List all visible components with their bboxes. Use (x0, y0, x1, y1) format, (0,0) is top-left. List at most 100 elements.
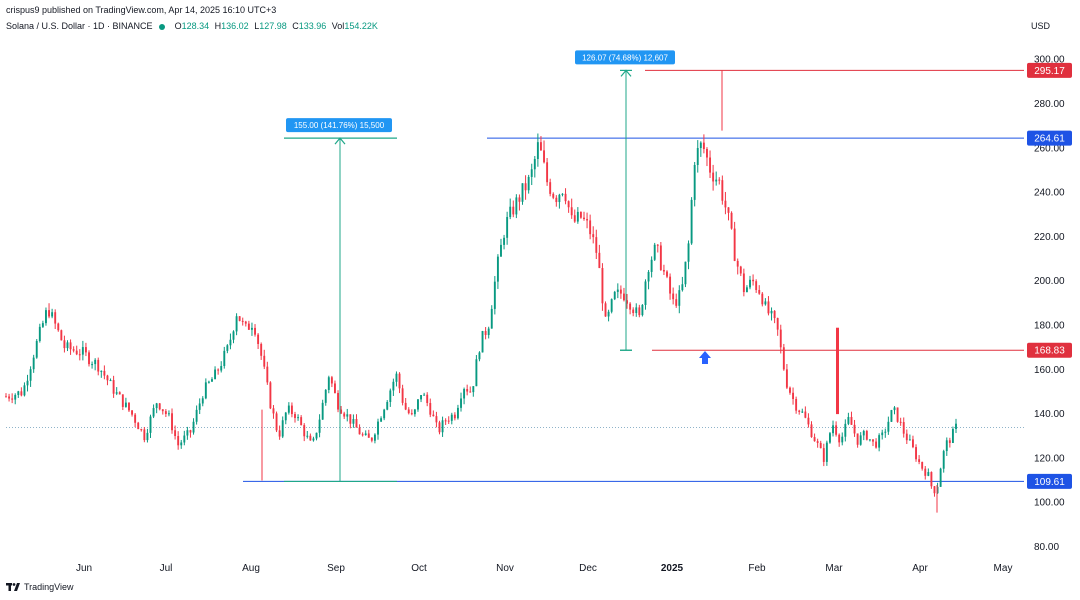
candle-body (413, 409, 416, 415)
candle-body (367, 433, 370, 438)
volume-label: Vol (331, 21, 345, 31)
candle-body (656, 244, 659, 246)
market-status-dot-icon (159, 23, 166, 30)
x-tick-label: Apr (912, 563, 928, 574)
candle-body (543, 150, 545, 163)
candle-body (327, 377, 330, 390)
candle-body (140, 429, 143, 431)
candle-body (481, 331, 484, 353)
candle-body (945, 440, 948, 452)
candle-body (158, 403, 161, 410)
candle-body (773, 310, 776, 319)
candle-body (247, 323, 250, 330)
candle-body (512, 206, 515, 215)
candle-body (269, 382, 272, 409)
candle-body (171, 413, 173, 431)
candle-body (118, 392, 121, 395)
currency-label[interactable]: USD (1030, 21, 1050, 31)
candle-body (438, 422, 441, 433)
candle-body (561, 193, 564, 195)
candle-body (78, 354, 81, 356)
price-label: 295.17 (1034, 66, 1065, 77)
candle-body (832, 425, 834, 434)
candle-body (678, 290, 681, 306)
candle-body (484, 331, 487, 336)
candle-body (60, 330, 63, 341)
candle-body (742, 273, 745, 293)
candle-body (294, 414, 296, 418)
candle-body (592, 234, 595, 238)
candle-body (779, 329, 782, 348)
candle-body (180, 442, 183, 446)
measure-dec-label: 126.07 (74.68%) 12,607 (582, 53, 668, 62)
candle-body (463, 389, 466, 399)
candle-body (623, 293, 625, 301)
candle-body (893, 407, 896, 411)
y-tick-label: 80.00 (1034, 542, 1059, 553)
candle-body (131, 410, 134, 415)
candle-body (496, 256, 499, 282)
candle-body (927, 472, 930, 476)
candle-body (536, 142, 539, 160)
candle-body (776, 318, 779, 330)
candle-body (626, 300, 628, 304)
candle-body (51, 312, 54, 317)
candle-body (549, 182, 552, 194)
candle-body (868, 439, 871, 441)
candle-body (48, 310, 50, 317)
symbol-legend: Solana / U.S. Dollar · 1D · BINANCE O128… (6, 21, 378, 31)
candle-body (955, 423, 957, 429)
candle-body (690, 199, 693, 244)
y-tick-label: 160.00 (1034, 365, 1065, 376)
candle-body (395, 373, 398, 382)
x-tick-label: Oct (411, 563, 427, 574)
x-tick-label: May (994, 563, 1013, 574)
x-tick-label: Jun (76, 563, 92, 574)
candle-body (201, 398, 204, 404)
candle-body (300, 417, 303, 426)
symbol-title[interactable]: Solana / U.S. Dollar · 1D · BINANCE (6, 21, 153, 31)
candle-body (749, 279, 751, 288)
candle-body (838, 434, 841, 443)
candle-body (908, 439, 911, 441)
ohlc-high-value: 136.02 (221, 21, 249, 31)
candle-body (884, 431, 887, 433)
candle-body (539, 142, 542, 151)
candle-body (364, 433, 367, 435)
candle-body (801, 411, 804, 413)
candle-body (94, 359, 97, 365)
candle-body (875, 441, 878, 448)
candle-body (948, 440, 951, 443)
candle-body (684, 261, 687, 285)
candle-body (143, 429, 146, 441)
candle-body (97, 359, 100, 372)
candle-body (813, 437, 816, 442)
candle-body (890, 410, 893, 422)
candle-body (183, 435, 186, 443)
tradingview-brand: TradingView (24, 582, 74, 592)
candle-body (211, 379, 213, 382)
candle-body (306, 435, 309, 437)
candle-body (251, 327, 253, 330)
ohlc-close-label: C (292, 21, 299, 31)
candle-body (951, 428, 954, 443)
candle-body (745, 287, 748, 293)
candle-body (450, 414, 453, 421)
candle-body (650, 259, 653, 272)
candle-body (752, 279, 755, 282)
candle-body (137, 422, 140, 430)
candle-body (896, 407, 899, 422)
candle-body (444, 420, 447, 422)
candle-body (275, 413, 278, 431)
candle-body (177, 436, 180, 446)
candle-body (32, 357, 35, 370)
candle-body (715, 179, 718, 182)
candle-body (515, 197, 518, 215)
candle-body (847, 416, 850, 424)
measure-dec-arrow-icon (620, 69, 632, 77)
candle-body (789, 387, 791, 393)
candle-body (730, 212, 733, 229)
candle-body (14, 394, 17, 400)
candle-body (662, 269, 665, 272)
